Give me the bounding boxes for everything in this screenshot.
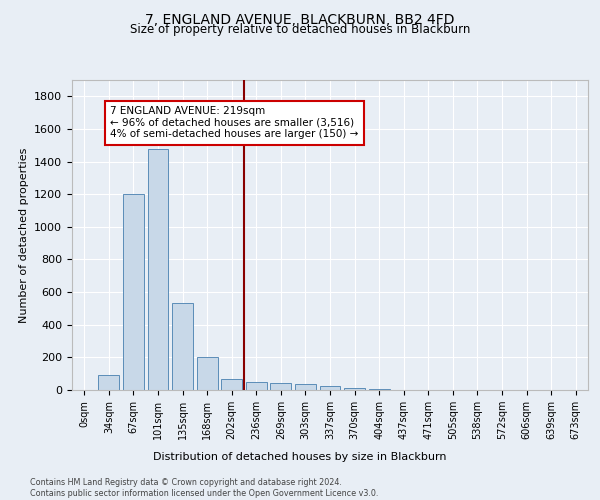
- Bar: [246, 382, 267, 390]
- Text: Contains HM Land Registry data © Crown copyright and database right 2024.
Contai: Contains HM Land Registry data © Crown c…: [30, 478, 379, 498]
- Bar: [344, 388, 365, 390]
- Bar: [320, 386, 340, 390]
- Bar: [221, 378, 242, 390]
- Bar: [271, 382, 292, 390]
- Bar: [368, 389, 389, 390]
- Bar: [123, 194, 144, 390]
- Bar: [172, 302, 193, 390]
- Y-axis label: Number of detached properties: Number of detached properties: [19, 148, 29, 322]
- Text: Distribution of detached houses by size in Blackburn: Distribution of detached houses by size …: [153, 452, 447, 462]
- Text: 7, ENGLAND AVENUE, BLACKBURN, BB2 4FD: 7, ENGLAND AVENUE, BLACKBURN, BB2 4FD: [145, 12, 455, 26]
- Text: 7 ENGLAND AVENUE: 219sqm
← 96% of detached houses are smaller (3,516)
4% of semi: 7 ENGLAND AVENUE: 219sqm ← 96% of detach…: [110, 106, 358, 140]
- Bar: [295, 384, 316, 390]
- Bar: [148, 148, 169, 390]
- Text: Size of property relative to detached houses in Blackburn: Size of property relative to detached ho…: [130, 24, 470, 36]
- Bar: [197, 356, 218, 390]
- Bar: [98, 374, 119, 390]
